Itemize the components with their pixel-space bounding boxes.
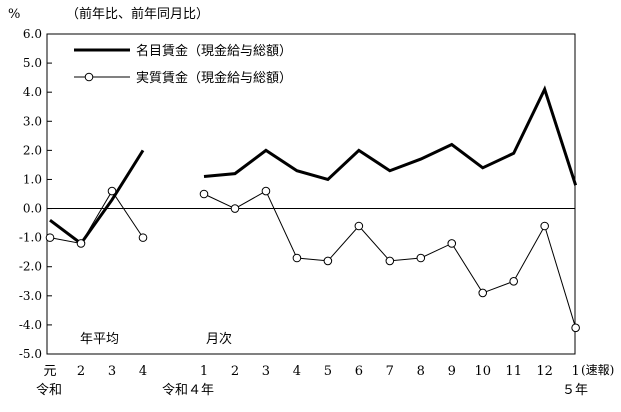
x-axis: 元 2 3 4 1 2 3 4 5 6 7 8 9 10 11 12 1 (43, 364, 579, 379)
x-tick-label: 2 (231, 364, 239, 379)
x-tick-label: 5 (324, 364, 332, 379)
legend-label-real: 実質賃金（現金給与総額） (136, 70, 292, 86)
x-tick-label: 9 (448, 364, 456, 379)
y-tick-label: 1.0 (23, 172, 42, 186)
y-tick-label: -1.0 (19, 231, 42, 245)
x-tick-label: 4 (139, 364, 147, 379)
x-tick-label: 7 (386, 364, 394, 379)
era-label-reiwa: 令和 (36, 383, 62, 398)
series-point-real (509, 276, 519, 286)
series-point-real (354, 221, 364, 231)
series-point-real (45, 233, 55, 242)
x-tick-label: 10 (474, 364, 491, 379)
series-point-real (540, 221, 549, 231)
series-line-nominal (203, 85, 578, 186)
panel-label-monthly: 月次 (206, 331, 232, 347)
series-point-real (199, 189, 209, 199)
y-tick-label: 6.0 (23, 27, 42, 41)
y-tick-label: 4.0 (23, 85, 42, 99)
x-tick-label: 元 (43, 364, 56, 379)
series-point-real (323, 256, 333, 266)
y-tick-label: 5.0 (23, 56, 42, 70)
x-tick-label: 1 (200, 364, 208, 379)
unit-note: （前年比、前年同月比） (66, 6, 209, 22)
series-layer (45, 85, 580, 333)
y-tick-label: -3.0 (19, 289, 42, 303)
panel-label-annual: 年平均 (80, 332, 119, 347)
y-axis: 6.0 5.0 4.0 3.0 2.0 1.0 0.0 -1.0 -2.0 -3.0 -4.0 -5.… (19, 27, 52, 361)
x-tick-label: 4 (293, 364, 301, 379)
era-label-r5: ５年 (562, 383, 588, 398)
series-point-real (478, 288, 488, 298)
x-tick-label: 8 (417, 364, 425, 379)
y-tick-label: 2.0 (23, 143, 42, 157)
y-tick-label: -4.0 (19, 318, 42, 332)
legend: 名目賃金（現金給与総額） 実質賃金（現金給与総額） (74, 43, 292, 86)
series-point-real (261, 186, 271, 196)
series-line-nominal (49, 149, 145, 246)
x-tick-label: 3 (262, 364, 270, 379)
era-label-r4: 令和４年 (162, 383, 214, 398)
x-tick-label: 1 (571, 364, 579, 379)
y-tick-label: -5.0 (19, 347, 42, 361)
y-tick-label: 0.0 (23, 202, 42, 216)
series-point-real (385, 256, 395, 266)
y-tick-label: -2.0 (19, 260, 42, 274)
y-tick-label: 3.0 (23, 114, 42, 128)
x-tick-label: 12 (536, 364, 553, 379)
plot-frame (46, 33, 576, 355)
x-tick-label: 2 (77, 364, 85, 379)
series-point-real (230, 204, 240, 213)
x-tick-label: 11 (505, 364, 522, 379)
series-point-real (292, 253, 302, 263)
x-tick-label: 3 (108, 364, 116, 379)
series-point-real (107, 186, 117, 196)
series-line-real (49, 190, 144, 245)
series-point-real (447, 239, 457, 248)
legend-marker-real (84, 72, 94, 82)
series-point-real (138, 233, 148, 242)
legend-label-nominal: 名目賃金（現金給与総額） (136, 43, 292, 59)
series-point-real (76, 239, 86, 248)
x-tick-label: 6 (355, 364, 363, 379)
unit-label: % (8, 7, 20, 22)
series-point-real (416, 253, 426, 263)
series-point-real (571, 323, 580, 333)
preliminary-note: (速報) (581, 363, 614, 377)
